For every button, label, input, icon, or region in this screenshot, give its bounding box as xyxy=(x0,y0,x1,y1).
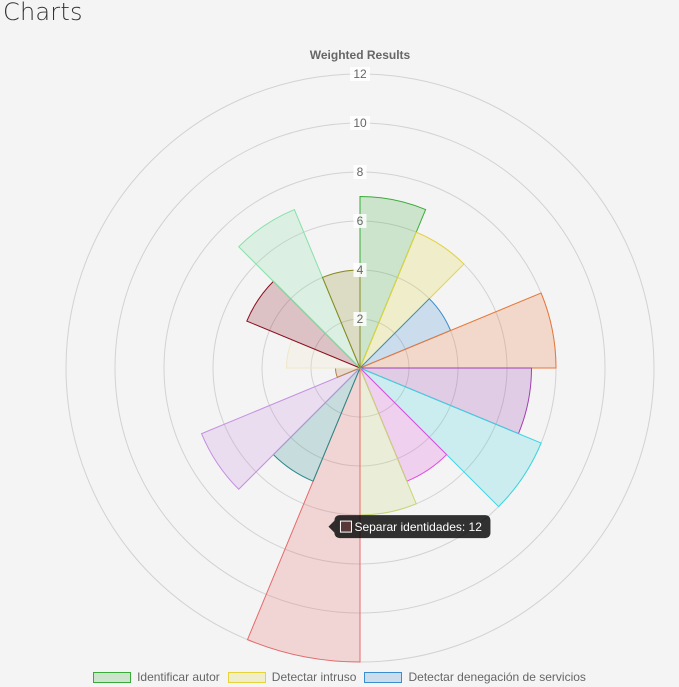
polar-area-chart: Weighted Results 2 4 6 8 10 12 Separar identi… xyxy=(65,48,655,663)
legend: Identificar autor Detectar intruso Detecta… xyxy=(0,667,679,687)
segment[interactable] xyxy=(200,367,361,490)
segment[interactable] xyxy=(359,367,542,508)
tick-label-backdrop xyxy=(353,263,367,277)
segments xyxy=(200,195,557,663)
tooltip: Separar identidades: 12 xyxy=(328,515,491,539)
radial-ticks: 2 4 6 8 10 12 xyxy=(350,67,370,326)
segment[interactable] xyxy=(238,208,361,369)
segment[interactable] xyxy=(359,231,465,369)
legend-swatch xyxy=(364,671,403,683)
tick-label: 4 xyxy=(357,263,364,277)
legend-item[interactable]: Identificar autor xyxy=(93,670,220,684)
legend-label: Identificar autor xyxy=(137,670,220,684)
segment[interactable] xyxy=(359,292,557,369)
tick-label-backdrop xyxy=(350,116,370,130)
tick-label: 12 xyxy=(353,67,367,81)
legend-item[interactable]: Detectar denegación de servicios xyxy=(364,670,586,684)
tick-label-backdrop xyxy=(350,67,370,81)
legend-swatch xyxy=(227,671,266,683)
tick-label: 8 xyxy=(357,165,364,179)
tooltip-text: Separar identidades: 12 xyxy=(354,520,482,534)
legend-label: Detectar denegación de servicios xyxy=(408,670,586,684)
legend-item[interactable]: Detectar intruso xyxy=(227,670,357,684)
segment[interactable] xyxy=(246,367,361,663)
tick-label-backdrop xyxy=(353,165,367,179)
tick-label: 6 xyxy=(357,214,364,228)
page-title: Charts xyxy=(3,0,83,26)
chart-title: Weighted Results xyxy=(310,48,411,62)
tick-label: 10 xyxy=(353,116,367,130)
legend-swatch xyxy=(93,671,132,683)
tooltip-swatch xyxy=(339,520,352,533)
segment[interactable] xyxy=(359,195,427,369)
tick-label-backdrop xyxy=(353,214,367,228)
tooltip-box xyxy=(334,515,491,539)
legend-label: Detectar intruso xyxy=(271,670,357,684)
tick-label-backdrop xyxy=(353,312,367,326)
tick-label: 2 xyxy=(357,312,364,326)
tooltip-caret xyxy=(328,520,335,533)
